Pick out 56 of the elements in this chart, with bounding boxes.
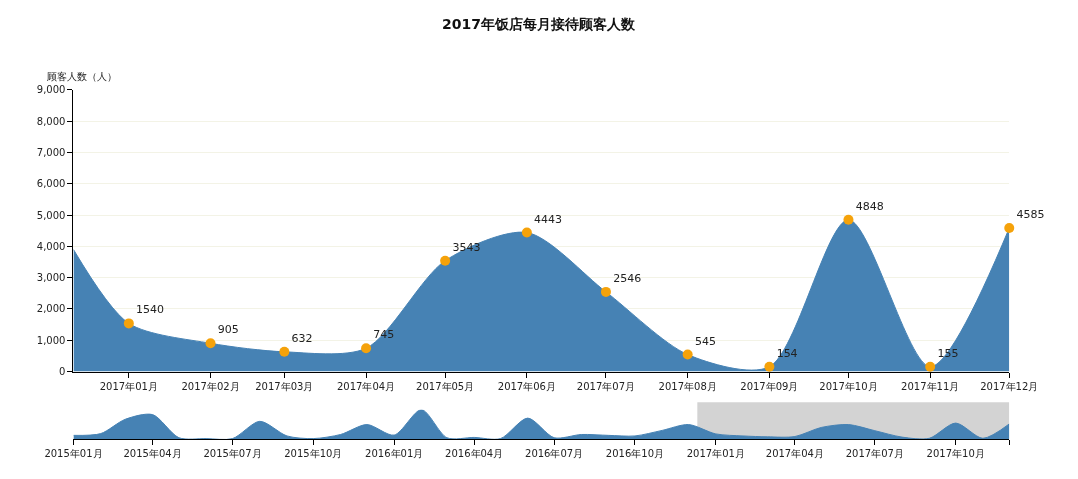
y-tick-label: 9,000 [36,84,66,96]
x-tick-label: 2015年01月 [44,447,103,459]
point [279,346,290,357]
x-tick-label: 2017年07月 [845,447,904,459]
x-tick-label: 2015年10月 [284,447,343,459]
x-tick-label: 2017年10月 [819,380,878,392]
y-tick-label: 3,000 [36,272,66,284]
data-label: 4585 [1016,208,1045,222]
y-axis-title: 顾客人数（人） [47,71,117,82]
x-tick-label: 2017年10月 [926,447,985,459]
x-tick-label: 2016年10月 [605,447,665,459]
data-label: 1540 [136,303,165,317]
data-label: 4443 [534,212,563,226]
y-tick-label: 6,000 [36,178,66,190]
x-tick-label: 2017年01月 [99,380,158,392]
data-label: 2546 [613,271,642,285]
x-tick-label: 2017年11月 [901,380,960,392]
y-tick-label: 4,000 [36,240,66,252]
point [600,286,611,297]
y-tick-label: 7,000 [36,146,66,158]
x-tick-label: 2017年12月 [980,380,1039,392]
x-tick-label: 2016年04月 [445,447,504,459]
x-tick-label: 2017年03月 [255,380,314,392]
point [682,349,693,360]
point [843,214,854,225]
point [1004,223,1015,234]
point [440,255,451,266]
data-label: 632 [291,331,313,345]
y-tick-label: 0 [59,366,66,378]
x-tick-label: 2016年01月 [365,447,424,459]
x-tick-label: 2017年09月 [740,380,799,392]
x-tick-label: 2017年02月 [181,380,240,392]
x-tick-label: 2017年06月 [497,380,556,392]
point [205,338,216,349]
point [925,361,936,372]
data-label: 905 [217,323,239,337]
point [764,361,775,372]
y-tick-label: 1,000 [36,334,66,346]
y-tick-label: 5,000 [36,209,66,221]
x-tick-label: 2017年05月 [416,380,475,392]
point [521,227,532,238]
point [361,343,372,354]
data-label: 4848 [855,199,884,213]
y-tick-label: 8,000 [36,115,66,127]
x-tick-label: 2015年04月 [123,447,182,459]
x-tick-label: 2017年04月 [765,447,824,459]
x-tick-label: 2017年07月 [576,380,636,392]
x-tick-label: 2017年04月 [336,380,396,392]
y-tick-label: 2,000 [36,303,66,315]
x-tick-label: 2017年01月 [686,447,745,459]
x-tick-label: 2015年07月 [203,447,262,459]
point [123,318,134,329]
chart-title: 2017年饭店每月接待顾客人数 [442,16,636,32]
x-tick-label: 2016年07月 [525,447,584,459]
data-label: 545 [694,334,716,348]
x-tick-label: 2017年08月 [658,380,717,392]
